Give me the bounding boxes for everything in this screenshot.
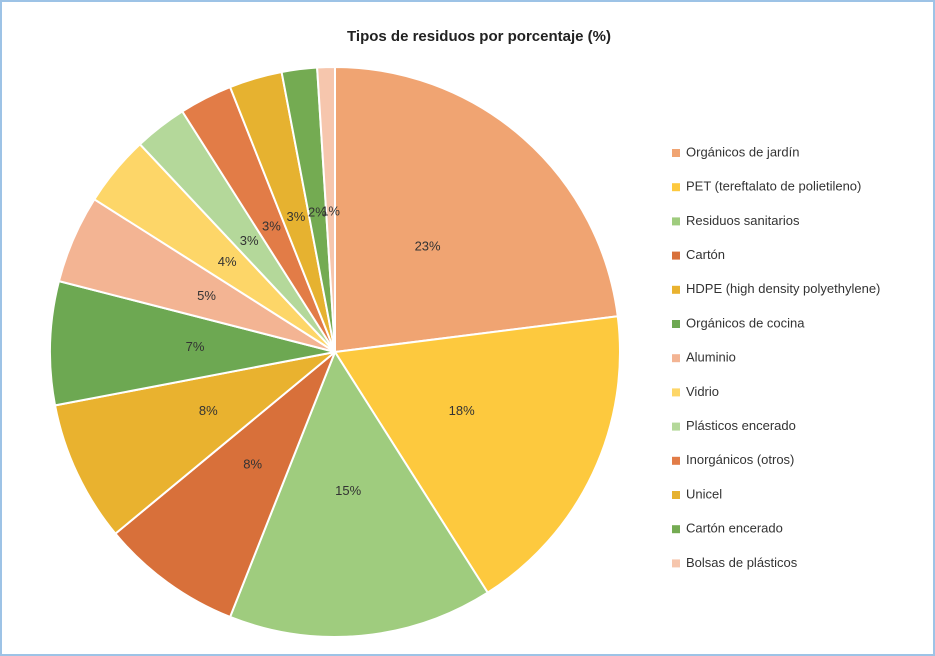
legend-swatch [672, 354, 680, 363]
legend-label: PET (tereftalato de polietileno) [686, 179, 861, 194]
data-label: 3% [287, 209, 306, 224]
pie-slice [113, 351, 336, 619]
legend-swatch [672, 559, 680, 568]
chart-title: Tipos de residuos por porcentaje (%) [347, 28, 611, 45]
data-label: 5% [197, 288, 216, 303]
legend-label: Residuos sanitarios [686, 213, 800, 228]
legend-label: Cartón [686, 247, 725, 262]
data-label: 3% [262, 219, 281, 234]
legend-swatch [672, 149, 680, 157]
legend-swatch [672, 491, 680, 499]
legend-label: Vidrio [686, 384, 719, 399]
legend-label: Inorgánicos (otros) [686, 452, 794, 467]
data-label: 3% [240, 233, 259, 248]
pie-slice [53, 351, 336, 536]
legend-swatch [672, 217, 680, 226]
legend-swatch [672, 388, 680, 397]
pie-slice [334, 65, 619, 354]
legend-label: Orgánicos de jardín [686, 144, 799, 159]
legend-label: Orgánicos de cocina [686, 315, 805, 330]
legend-swatch [672, 183, 680, 192]
legend-swatch [672, 251, 680, 260]
legend-swatch [672, 422, 680, 431]
data-label: 15% [335, 483, 361, 498]
data-label: 8% [199, 403, 218, 418]
legend-label: Bolsas de plásticos [686, 555, 798, 570]
pie-slice [316, 65, 336, 353]
pie-slice [333, 315, 621, 595]
pie-slice [228, 349, 490, 638]
legend-label: Plásticos encerado [686, 418, 796, 433]
legend-swatch [672, 456, 680, 465]
data-label: 23% [415, 238, 441, 253]
legend-label: Cartón encerado [686, 521, 783, 536]
legend-swatch [672, 320, 680, 328]
data-label: 1% [321, 204, 340, 219]
legend-swatch [672, 285, 680, 294]
data-label: 7% [186, 339, 205, 354]
data-label: 18% [449, 403, 475, 418]
legend-label: Unicel [686, 486, 722, 501]
pie-slice [49, 279, 336, 407]
legend-label: Aluminio [686, 350, 736, 365]
legend-label: HDPE (high density polyethylene) [686, 281, 880, 296]
legend-swatch [672, 525, 680, 534]
data-label: 2% [308, 205, 327, 220]
data-label: 4% [218, 254, 237, 269]
data-label: 8% [243, 457, 262, 472]
